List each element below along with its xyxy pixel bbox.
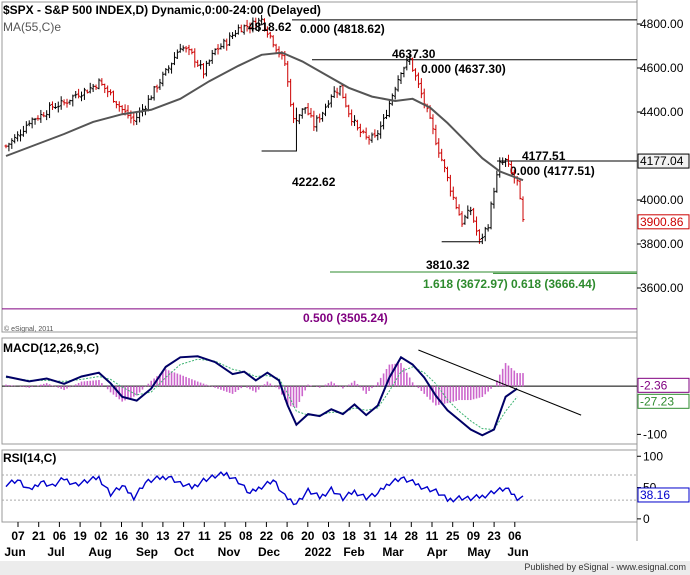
x-month-label: Mar	[382, 545, 404, 559]
rsi-line	[5, 471, 524, 506]
price-y-tick-label: 4000.00	[640, 193, 684, 207]
current-price-tag: 3900.86	[640, 215, 684, 229]
pivot-label: 4177.51	[522, 149, 566, 163]
fib-label: 0.500 (3505.24)	[303, 311, 388, 325]
x-tick-label: 19	[73, 529, 87, 543]
x-tick-label: 06	[508, 529, 522, 543]
ma-line	[5, 51, 524, 182]
x-tick-label: 25	[218, 529, 232, 543]
last-price-tag-box	[637, 153, 690, 169]
macd-value-tag: -2.36	[640, 378, 668, 392]
x-tick-label: 22	[260, 529, 274, 543]
macd-pane	[1, 337, 638, 445]
footer-text: Published by eSignal - www.esignal.com	[524, 562, 686, 572]
signal-line	[5, 358, 518, 431]
price-y-tick-label: 3600.00	[640, 281, 684, 295]
ma-legend: MA(55,C)e	[3, 20, 61, 34]
credit-label: © eSignal, 2011	[4, 325, 54, 333]
x-tick-label: 21	[32, 529, 46, 543]
fib-label: 0.618 (3666.44)	[511, 277, 596, 291]
current-price-tag-box	[637, 214, 690, 230]
x-month-label: Sep	[136, 545, 158, 559]
fib-label: 0.000 (4177.51)	[510, 164, 595, 178]
x-tick-label: 25	[446, 529, 460, 543]
x-month-label: Apr	[427, 545, 448, 559]
fib-label: 0.000 (4637.30)	[421, 62, 506, 76]
x-tick-label: 08	[239, 529, 253, 543]
x-tick-label: 28	[405, 529, 419, 543]
macd-value-tag-box	[637, 377, 690, 393]
rsi-value-tag: 38.16	[640, 488, 670, 502]
pivot-label: 3810.32	[426, 258, 470, 272]
last-price-tag: 4177.04	[640, 154, 684, 168]
pivot-label: 4818.62	[248, 20, 292, 34]
price-y-tick-label: 4400.00	[640, 105, 684, 119]
x-month-label: May	[467, 545, 491, 559]
macd-line	[5, 355, 518, 437]
x-tick-label: 13	[156, 529, 170, 543]
macd-title: MACD(12,26,9,C)	[3, 341, 99, 355]
rsi-value-tag-box	[637, 487, 690, 503]
x-tick-label: 09	[467, 529, 481, 543]
x-month-label: Nov	[218, 545, 241, 559]
footer: Published by eSignal - www.esignal.com	[0, 561, 690, 575]
x-tick-label: 14	[384, 529, 398, 543]
macd-y-tick-label: -100	[643, 427, 667, 441]
x-tick-label: 16	[115, 529, 129, 543]
x-tick-label: 07	[11, 529, 25, 543]
macd-trendline	[418, 349, 582, 416]
fib-label: 0.000 (4818.62)	[300, 22, 385, 36]
pivot-label: 4222.62	[292, 175, 336, 189]
x-tick-label: 20	[301, 529, 315, 543]
signal-value-tag-box	[637, 393, 690, 409]
x-tick-label: 02	[94, 529, 108, 543]
x-tick-label: 11	[426, 529, 439, 543]
chart-title: $SPX - S&P 500 INDEX,D) Dynamic,0:00-24:…	[3, 3, 321, 17]
chart-canvas: 4800.00 4600.00 4400.00 4000.00 3800.00 3600.…	[1, 0, 690, 559]
x-month-label: Dec	[258, 545, 280, 559]
rsi-y-tick-label: 0	[643, 512, 650, 526]
x-month-label: Jun	[507, 545, 528, 559]
x-month-label: Feb	[343, 545, 364, 559]
x-tick-label: 03	[322, 529, 336, 543]
x-month-label: Aug	[88, 545, 111, 559]
x-month-label: Jun	[4, 545, 25, 559]
x-tick-label: 27	[177, 529, 191, 543]
rsi-pane	[1, 449, 638, 523]
x-tick-label: 11	[198, 529, 211, 543]
rsi-y-tick-label: 100	[643, 449, 663, 463]
x-month-label: Oct	[174, 545, 194, 559]
x-tick-label: 18	[343, 529, 357, 543]
signal-value-tag: -27.23	[640, 394, 674, 408]
pivot-connector	[261, 107, 297, 152]
x-tick-label: 30	[136, 529, 150, 543]
pivot-label: 4637.30	[392, 47, 436, 61]
price-y-tick-label: 4600.00	[640, 61, 684, 75]
price-y-tick-label: 3800.00	[640, 237, 684, 251]
fib-label: 1.618 (3672.97)	[423, 277, 508, 291]
price-pane	[1, 1, 638, 333]
x-tick-label: 06	[280, 529, 294, 543]
x-month-label: Jul	[47, 545, 64, 559]
x-tick-label: 31	[363, 529, 377, 543]
x-tick-label: 23	[487, 529, 501, 543]
x-tick-label: 06	[53, 529, 67, 543]
rsi-title: RSI(14,C)	[3, 451, 56, 465]
x-month-label: 2022	[305, 545, 332, 559]
price-y-tick-label: 4800.00	[640, 17, 684, 31]
